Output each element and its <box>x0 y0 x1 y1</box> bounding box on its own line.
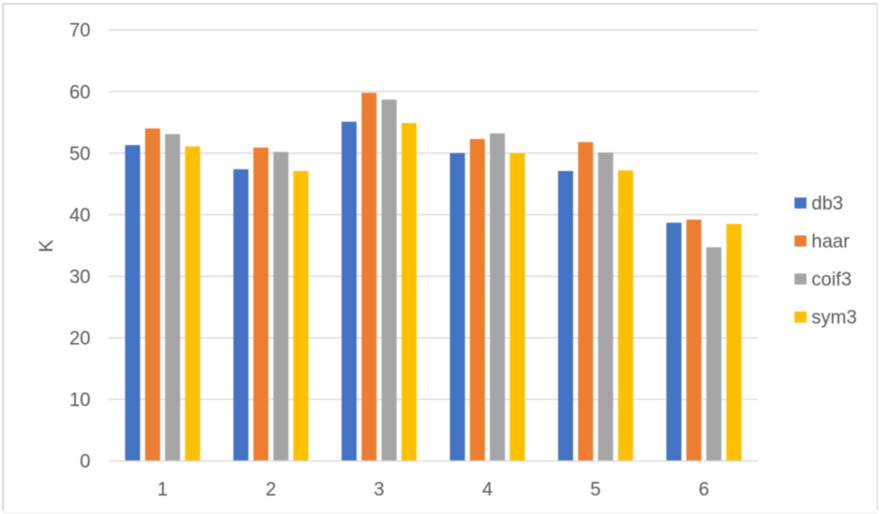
svg-text:3: 3 <box>374 480 385 501</box>
svg-text:40: 40 <box>69 205 90 226</box>
svg-text:2: 2 <box>266 480 277 501</box>
svg-text:coif3: coif3 <box>812 270 852 291</box>
svg-text:sym3: sym3 <box>812 308 857 329</box>
svg-text:6: 6 <box>699 480 710 501</box>
svg-text:db3: db3 <box>812 194 844 215</box>
svg-text:30: 30 <box>69 267 90 288</box>
svg-text:10: 10 <box>69 390 90 411</box>
svg-text:70: 70 <box>69 21 90 42</box>
svg-text:0: 0 <box>80 452 91 473</box>
svg-text:5: 5 <box>590 480 601 501</box>
svg-text:20: 20 <box>69 329 90 350</box>
svg-text:4: 4 <box>482 480 493 501</box>
svg-text:60: 60 <box>69 82 90 103</box>
svg-text:K: K <box>37 239 58 252</box>
svg-text:50: 50 <box>69 144 90 165</box>
svg-text:haar: haar <box>812 232 851 253</box>
svg-text:1: 1 <box>157 480 168 501</box>
